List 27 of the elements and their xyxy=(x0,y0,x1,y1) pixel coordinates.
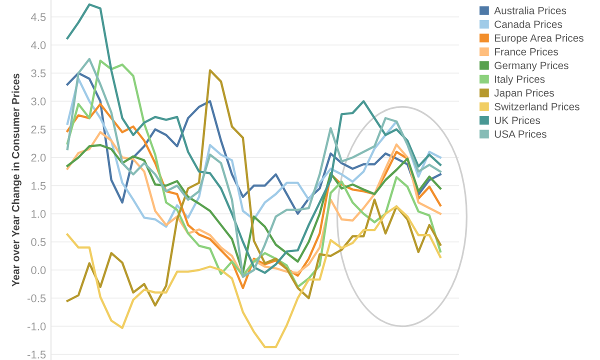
y-tick-label: 1.0 xyxy=(32,210,46,218)
y-tick-label: 4.5 xyxy=(30,13,46,22)
legend-label: Australia Prices xyxy=(494,6,566,14)
legend-label: Switzerland Prices xyxy=(494,102,580,110)
y-tick-label: 3.5 xyxy=(31,69,46,78)
y-tick-label: 2.0 xyxy=(31,154,46,162)
y-tick-label: 0.0 xyxy=(31,266,46,274)
y-tick-label: 1.5 xyxy=(32,182,46,190)
y-tick-label: -1.0 xyxy=(27,322,46,330)
legend-label: Canada Prices xyxy=(494,20,562,28)
legend-label: Italy Prices xyxy=(495,75,545,85)
y-axis-title: Year over Year Change in Consumer Prices xyxy=(12,74,22,287)
y-tick-label: 4.0 xyxy=(30,41,46,50)
y-tick-label: 0.5 xyxy=(31,238,46,246)
y-tick-label: 3.0 xyxy=(31,98,46,106)
line-series xyxy=(66,205,442,348)
line-series xyxy=(66,102,442,290)
legend-label: France Prices xyxy=(494,48,558,56)
legend-label: Germany Prices xyxy=(494,62,568,72)
y-tick-label: -0.5 xyxy=(27,294,46,302)
y-tick-label: -1.5 xyxy=(27,350,46,359)
line-series xyxy=(66,3,442,274)
legend-label: Europe Area Prices xyxy=(494,34,584,44)
legend-label: UK Prices xyxy=(494,116,540,124)
y-tick-label: 2.5 xyxy=(31,126,46,134)
legend-label: USA Prices xyxy=(494,130,546,138)
legend-label: Japan Prices xyxy=(494,88,554,99)
